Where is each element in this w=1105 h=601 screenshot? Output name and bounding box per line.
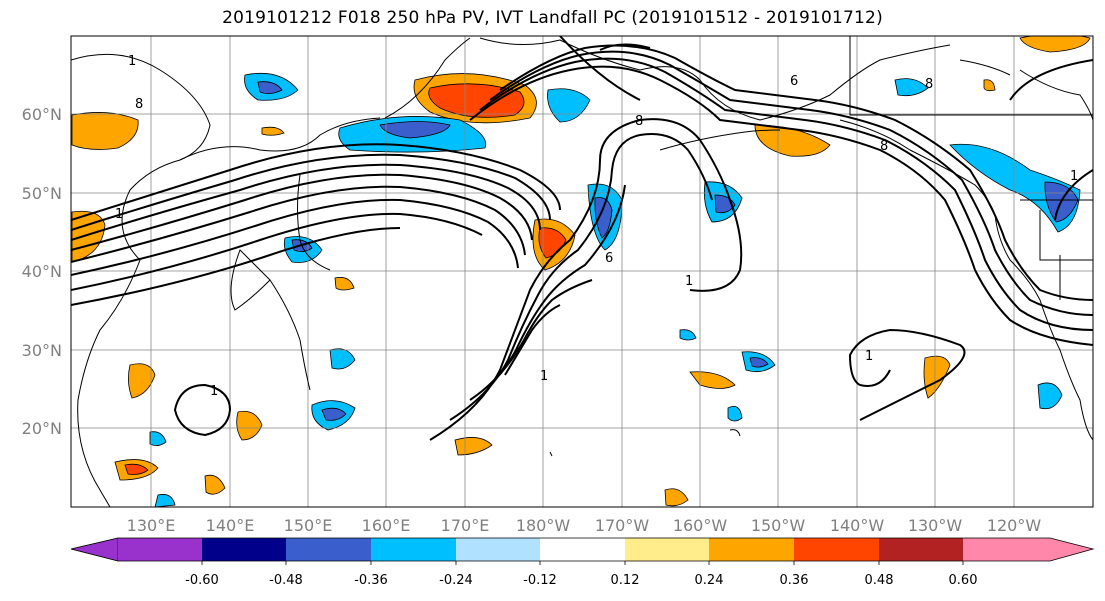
latitude-labels: 60°N 50°N 40°N 30°N 20°N [22, 105, 62, 438]
colorbar-tick-label: -0.60 [185, 573, 219, 588]
colorbar-segment [202, 538, 286, 561]
colorbar-segment [371, 538, 456, 561]
lat-label-20n: 20°N [22, 419, 62, 438]
lon-label: 160°W [673, 516, 728, 535]
contour-label: 1 [685, 274, 693, 289]
contour-label: 8 [635, 114, 643, 129]
contour-label: 1 [115, 207, 123, 222]
gridlines [71, 36, 1093, 507]
contour-label: 1 [865, 349, 873, 364]
lat-label-60n: 60°N [22, 105, 62, 124]
colorbar-tick-label: -0.12 [523, 573, 557, 588]
contour-label: 8 [925, 77, 933, 92]
lon-label: 180°W [516, 516, 571, 535]
colorbar-tick-label: -0.36 [354, 573, 388, 588]
lon-label: 120°W [987, 516, 1042, 535]
map-title: 2019101212 F018 250 hPa PV, IVT Landfall… [222, 8, 883, 28]
lon-label: 150°E [284, 516, 333, 535]
contour-label: 1 [210, 384, 218, 399]
colorbar-segment [879, 538, 963, 561]
colorbar-tick-label: 0.48 [865, 573, 894, 588]
colorbar-segment [625, 538, 709, 561]
colorbar-segment [540, 538, 625, 561]
contour-label: 1 [540, 369, 548, 384]
contour-labels: 1 8 1 6 8 6 1 1 8 1 1 8 1 [115, 54, 1078, 399]
lat-label-40n: 40°N [22, 262, 62, 281]
colorbar-tick-label: -0.24 [439, 573, 473, 588]
lon-label: 140°W [830, 516, 885, 535]
longitude-labels: 130°E 140°E 150°E 160°E 170°E 180°W 170°… [127, 516, 1042, 535]
colorbar-tick-label: 0.36 [780, 573, 809, 588]
contour-label: 8 [135, 97, 143, 112]
colorbar-tick-label: 0.24 [695, 573, 724, 588]
colorbar-tick-label: 0.60 [949, 573, 978, 588]
lon-label: 130°W [908, 516, 963, 535]
colorbar-segment [118, 538, 202, 561]
contour-label: 1 [1070, 169, 1078, 184]
lat-label-50n: 50°N [22, 184, 62, 203]
lon-label: 150°W [751, 516, 806, 535]
colorbar-extend-low [70, 537, 119, 562]
colorbar-segment [709, 538, 794, 561]
colorbar-segment [286, 538, 371, 561]
colorbar-extend-high [963, 538, 1093, 561]
contour-label: 1 [128, 54, 136, 69]
lon-label: 130°E [127, 516, 176, 535]
colorbar-tick-label: -0.48 [269, 573, 303, 588]
coastlines [71, 36, 1093, 507]
lon-label: 160°E [362, 516, 411, 535]
colorbar: -0.60 -0.48 -0.36 -0.24 -0.12 0.12 0.24 … [70, 537, 1095, 588]
colorbar-tick-label: 0.12 [611, 573, 640, 588]
lat-label-30n: 30°N [22, 341, 62, 360]
contour-label: 6 [790, 74, 798, 89]
lon-label: 140°E [206, 516, 255, 535]
map-frame [70, 35, 1094, 508]
contour-label: 6 [605, 251, 613, 266]
contour-label: 8 [880, 139, 888, 154]
pv-contours [71, 36, 1093, 441]
lon-label: 170°E [441, 516, 490, 535]
colorbar-segment [456, 538, 540, 561]
lon-label: 170°W [595, 516, 650, 535]
colorbar-segment [794, 538, 879, 561]
